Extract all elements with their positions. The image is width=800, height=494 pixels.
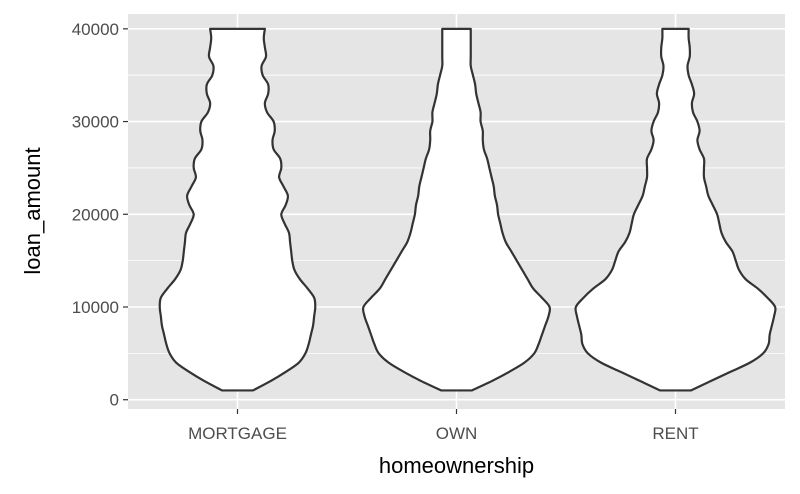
y-axis: 0 10000 20000 30000 40000 <box>72 20 128 410</box>
x-axis: MORTGAGE OWN RENT <box>188 409 699 443</box>
y-tick-label: 0 <box>110 391 119 410</box>
x-tick-label: OWN <box>436 424 478 443</box>
violin-rent <box>574 27 777 392</box>
y-tick-label: 10000 <box>72 298 119 317</box>
y-axis-title: loan_amount <box>20 147 45 274</box>
violin-mortgage <box>158 27 317 392</box>
y-tick-label: 20000 <box>72 205 119 224</box>
y-tick-label: 40000 <box>72 20 119 39</box>
y-tick-label: 30000 <box>72 113 119 132</box>
x-tick-label: RENT <box>652 424 698 443</box>
violins <box>158 27 777 392</box>
violin-own <box>361 27 552 392</box>
x-tick-label: MORTGAGE <box>188 424 287 443</box>
x-axis-title: homeownership <box>379 453 534 478</box>
